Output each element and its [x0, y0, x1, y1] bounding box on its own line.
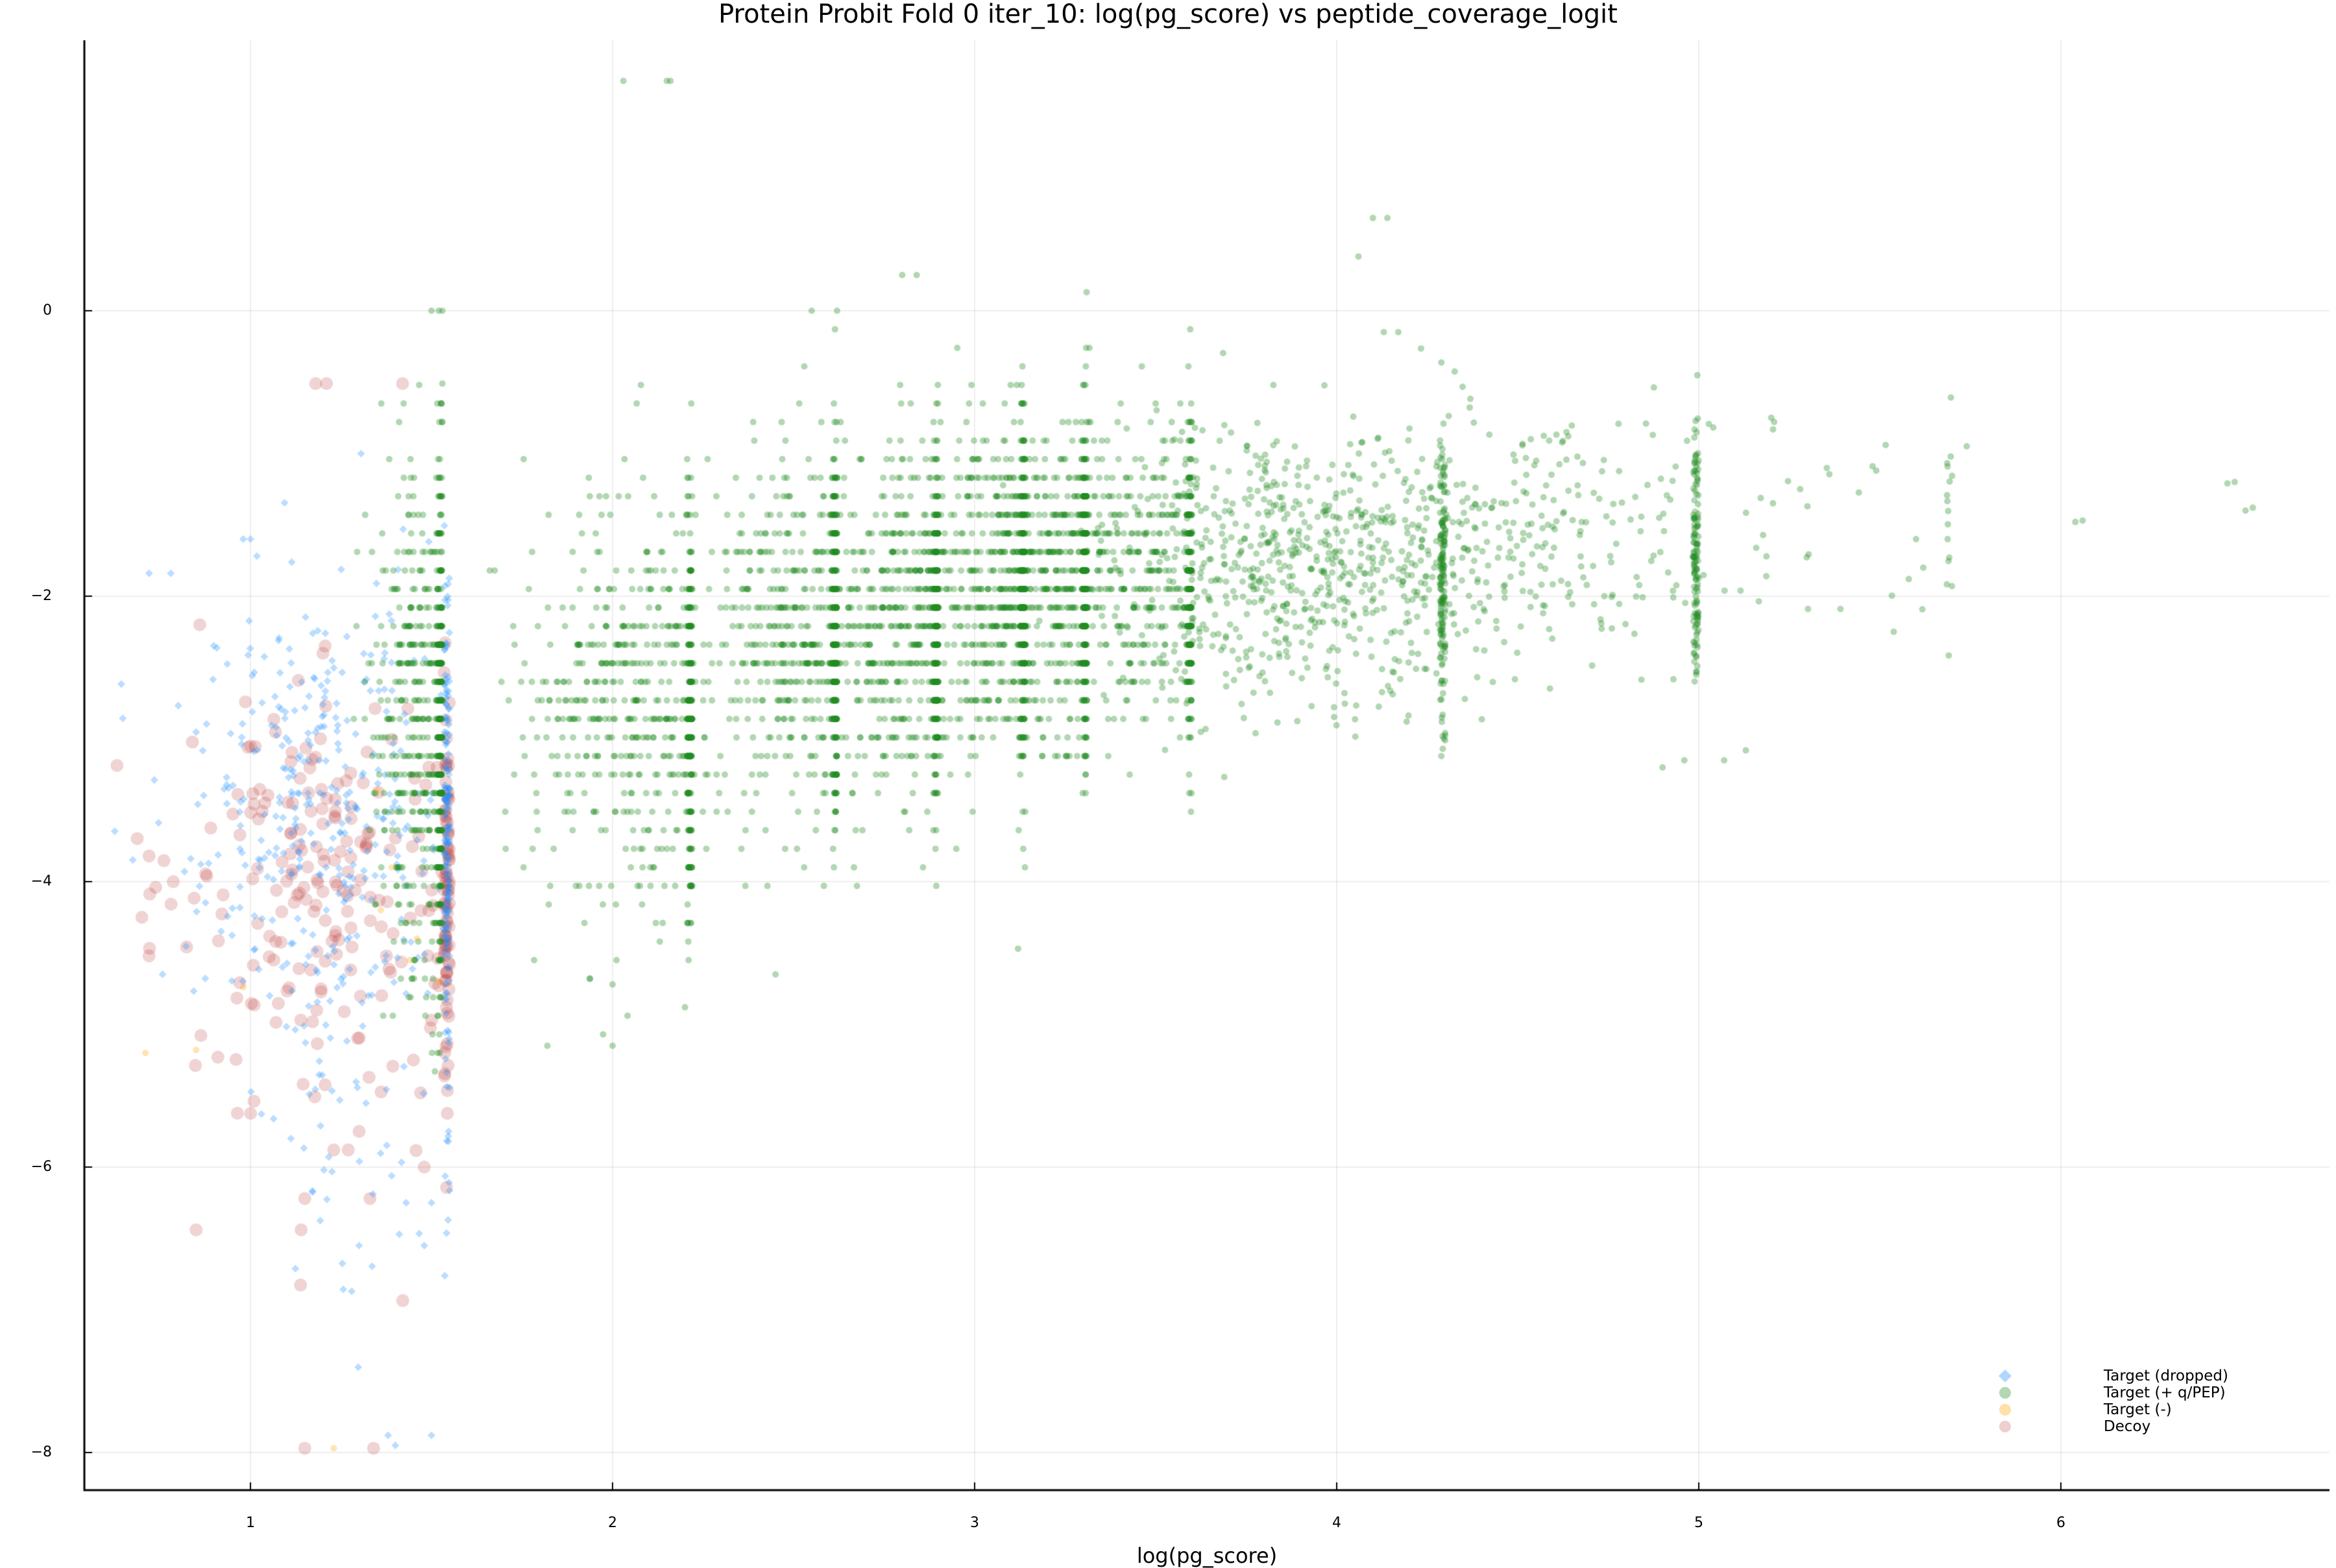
chart-title: Protein Probit Fold 0 iter_10: log(pg_sc…: [718, 0, 1618, 29]
legend: Target (dropped) Target (+ q/PEP) Target…: [1986, 1368, 2297, 1435]
legend-item-target-qpep: Target (+ q/PEP): [1986, 1384, 2297, 1401]
circle-marker-icon: [1999, 1387, 2011, 1399]
y-tick-label: −8: [30, 1444, 52, 1460]
legend-item-target-dropped: Target (dropped): [1986, 1368, 2297, 1384]
legend-item-target-negative: Target (-): [1986, 1401, 2297, 1418]
x-tick-label: 4: [1332, 1515, 1341, 1531]
x-tick-label: 5: [1694, 1515, 1703, 1531]
legend-label: Target (-): [2104, 1401, 2172, 1418]
y-tick-label: −6: [30, 1159, 52, 1175]
legend-label: Decoy: [2104, 1418, 2151, 1435]
x-axis-label: log(pg_score): [1136, 1543, 1278, 1568]
x-tick-label: 1: [246, 1515, 255, 1531]
diamond-marker-icon: [1999, 1369, 2012, 1382]
y-tick-label: −2: [30, 588, 52, 604]
x-tick-label: 3: [970, 1515, 979, 1531]
legend-label: Target (+ q/PEP): [2104, 1384, 2226, 1401]
circle-marker-icon: [1999, 1404, 2011, 1416]
x-tick-label: 2: [608, 1515, 617, 1531]
legend-item-decoy: Decoy: [1986, 1418, 2297, 1435]
y-tick-label: −4: [30, 873, 52, 889]
x-tick-label: 6: [2056, 1515, 2065, 1531]
legend-label: Target (dropped): [2104, 1368, 2228, 1384]
y-tick-label: 0: [43, 302, 52, 319]
circle-marker-icon: [1999, 1421, 2011, 1432]
